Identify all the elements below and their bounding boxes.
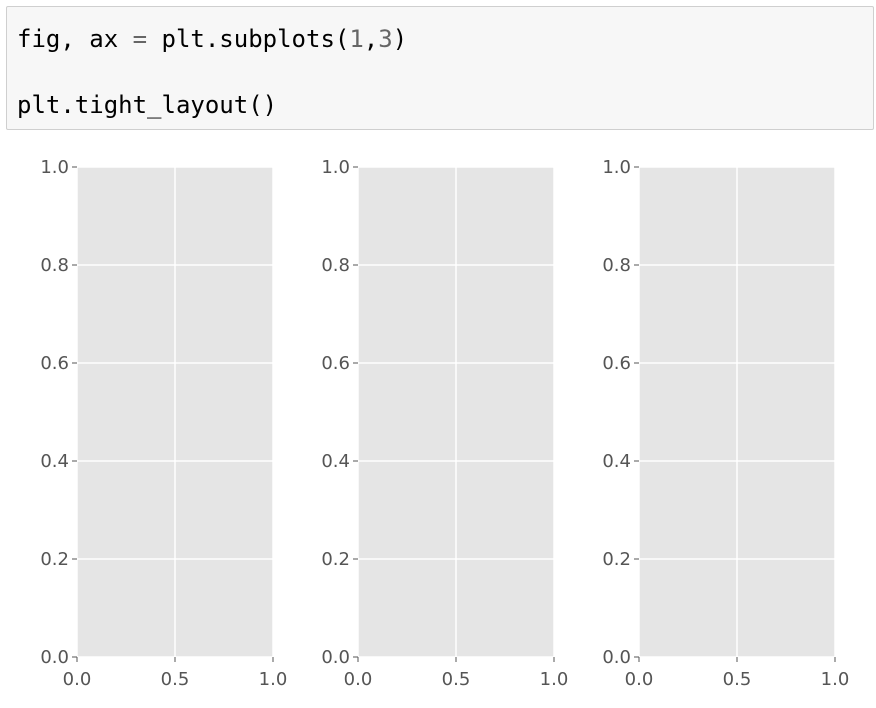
- code-number: 1: [349, 25, 364, 53]
- y-tick-label: 0.0: [321, 647, 350, 668]
- code-operator: =: [132, 25, 148, 53]
- y-tick-label: 0.4: [40, 451, 69, 472]
- y-tick-label: 0.6: [602, 353, 631, 374]
- x-tick-label: 0.5: [442, 669, 471, 690]
- code-token: plt.subplots(: [147, 25, 350, 53]
- y-tick-label: 1.0: [321, 157, 350, 178]
- x-tick-label: 0.5: [161, 669, 190, 690]
- code-token: fig, ax: [17, 25, 133, 53]
- code-number: 3: [378, 25, 393, 53]
- subplot-axes-3: 0.0 0.2 0.4 0.6 0.8 1.0 0.0 0.5 1.0: [602, 157, 849, 690]
- x-tick-label: 0.5: [723, 669, 752, 690]
- y-tick-label: 0.6: [40, 353, 69, 374]
- y-tick-label: 0.4: [602, 451, 631, 472]
- x-tick-label: 0.0: [625, 669, 654, 690]
- x-tick-label: 1.0: [540, 669, 569, 690]
- y-tick-label: 1.0: [602, 157, 631, 178]
- subplot-axes-1: 0.0 0.2 0.4 0.6 0.8 1.0 0.0 0.5 1.0: [40, 157, 287, 690]
- code-line-tight-layout[interactable]: plt.tight_layout(): [17, 91, 278, 119]
- cell-output-figure: 0.0 0.2 0.4 0.6 0.8 1.0 0.0 0.5 1.0 0.0 0.2 0.4 0.6 0…: [0, 140, 876, 708]
- y-tick-label: 0.0: [40, 647, 69, 668]
- y-tick-label: 1.0: [40, 157, 69, 178]
- figure-canvas: 0.00.20.40.60.81.00.0 0.5 1.00.00.20.40.60…: [40, 157, 849, 690]
- x-tick-label: 1.0: [259, 669, 288, 690]
- code-cell-input[interactable]: fig, ax = plt.subplots(1,3) plt.tight_la…: [6, 6, 874, 130]
- x-tick-label: 0.0: [63, 669, 92, 690]
- y-tick-label: 0.0: [602, 647, 631, 668]
- y-tick-label: 0.2: [602, 549, 631, 570]
- y-tick-label: 0.2: [321, 549, 350, 570]
- y-tick-label: 0.2: [40, 549, 69, 570]
- y-tick-label: 0.4: [321, 451, 350, 472]
- y-tick-label: 0.8: [40, 255, 69, 276]
- y-tick-label: 0.6: [321, 353, 350, 374]
- x-tick-label: 0.0: [344, 669, 373, 690]
- y-tick-label: 0.8: [602, 255, 631, 276]
- x-tick-label: 1.0: [821, 669, 850, 690]
- subplot-axes-2: 0.0 0.2 0.4 0.6 0.8 1.0 0.0 0.5 1.0: [321, 157, 568, 690]
- code-token: ,: [363, 25, 379, 53]
- y-tick-label: 0.8: [321, 255, 350, 276]
- code-line-subplots[interactable]: fig, ax = plt.subplots(1,3): [17, 27, 407, 51]
- code-token: ): [392, 25, 408, 53]
